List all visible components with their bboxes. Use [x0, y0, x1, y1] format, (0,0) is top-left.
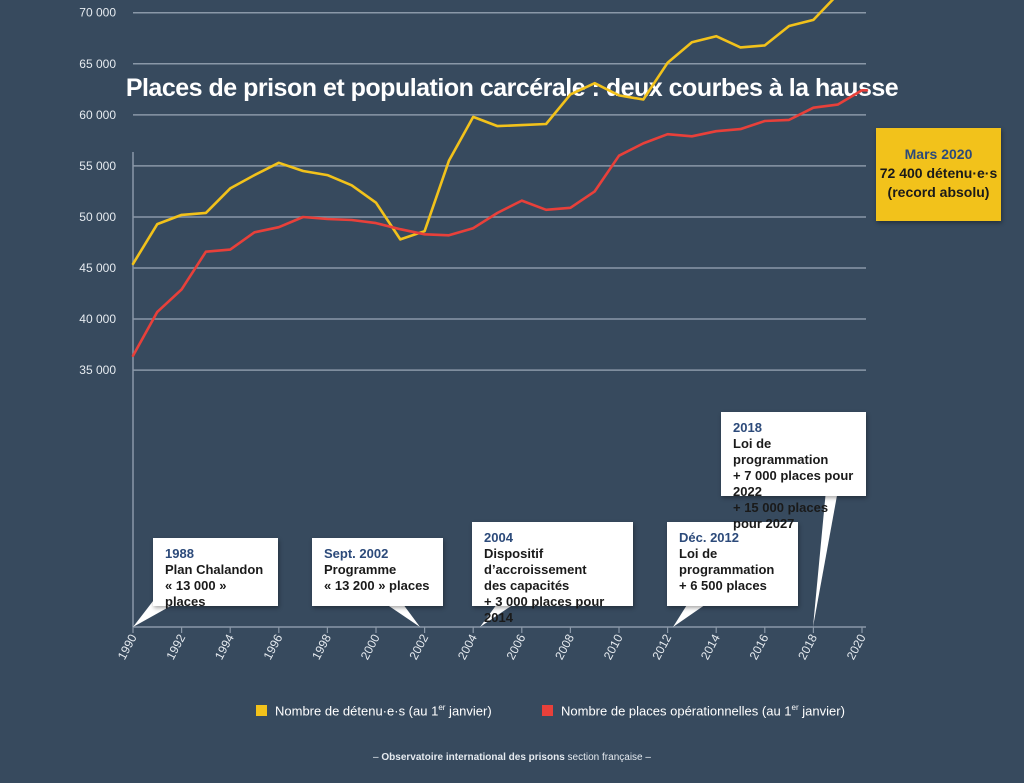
x-tick-2012: 2012 — [649, 632, 674, 662]
annotation-2018: 2018 Loi de programmation + 7 000 places… — [721, 412, 866, 531]
x-tick-1998: 1998 — [309, 632, 334, 662]
y-tick-70000: 70 000 — [79, 6, 116, 20]
annotation-2002-year: Sept. 2002 — [324, 546, 389, 561]
annotation-2002-line-2: « 13 200 » places — [324, 578, 430, 593]
series-detenus-line — [131, 0, 835, 266]
annotation-2018-year: 2018 — [733, 420, 762, 435]
chart-grid — [133, 11, 866, 371]
annotation-2012-line-1: Loi de — [679, 546, 718, 561]
legend-places-swatch — [542, 705, 553, 717]
x-tick-1996: 1996 — [261, 632, 286, 662]
y-tick-60000: 60 000 — [79, 108, 116, 122]
legend-detenus-swatch — [256, 705, 267, 717]
annotation-1988: 1988 Plan Chalandon « 13 000 » places — [153, 538, 278, 609]
annotation-2012: Déc. 2012 Loi de programmation + 6 500 p… — [667, 522, 798, 606]
annotation-2012-year: Déc. 2012 — [679, 530, 739, 545]
annotation-1988-line-1: Plan Chalandon — [165, 562, 264, 577]
series-places-line — [131, 89, 869, 358]
x-tick-labels: 1990 1992 1994 1996 1998 2000 2002 2004 2006 2008… — [115, 632, 869, 662]
x-tick-1990: 1990 — [115, 632, 140, 662]
record-year: Mars 2020 — [904, 146, 973, 162]
annotation-1988-year: 1988 — [165, 546, 194, 561]
y-tick-labels: 35 000 40 000 45 000 50 000 55 000 60 000 65 0… — [79, 6, 116, 377]
chart-title: Places de prison et population carcérale… — [125, 74, 899, 102]
annotation-2004-year: 2004 — [484, 530, 513, 545]
x-tick-2010: 2010 — [601, 632, 626, 662]
y-tick-65000: 65 000 — [79, 57, 116, 71]
footer-credit: – Observatoire international des prisons… — [373, 752, 651, 763]
annotation-2018-line-3: + 15 000 places pour 2027 — [733, 500, 829, 531]
x-tick-2008: 2008 — [552, 632, 577, 662]
x-tick-1992: 1992 — [163, 632, 188, 662]
y-tick-40000: 40 000 — [79, 312, 116, 326]
pointer-2002 — [380, 600, 420, 627]
annotation-2018-line-2: + 7 000 places pour 2022 — [733, 468, 854, 499]
x-tick-2014: 2014 — [698, 632, 723, 662]
pointer-2012 — [673, 600, 712, 627]
legend-places: Nombre de places opérationnelles (au 1er… — [542, 703, 845, 718]
chart-series — [131, 0, 869, 358]
annotation-2002-line-1: Programme — [324, 562, 397, 577]
y-tick-50000: 50 000 — [79, 210, 116, 224]
x-tick-2016: 2016 — [747, 632, 772, 662]
y-tick-35000: 35 000 — [79, 363, 116, 377]
y-tick-45000: 45 000 — [79, 261, 116, 275]
annotation-2018-line-1: Loi de programmation — [733, 436, 829, 467]
x-tick-2000: 2000 — [358, 632, 383, 662]
annotation-2004: 2004 Dispositif d’accroissement des capa… — [472, 522, 633, 625]
record-callout: Mars 2020 72 400 détenu·e·s (record abso… — [876, 128, 1001, 221]
record-line-1: 72 400 détenu·e·s — [879, 165, 998, 181]
annotation-2004-line-1: Dispositif d’accroissement — [484, 546, 587, 577]
legend-detenus: Nombre de détenu·e·s (au 1er janvier) — [256, 703, 492, 718]
annotation-2012-line-3: + 6 500 places — [679, 578, 767, 593]
x-tick-2002: 2002 — [406, 632, 431, 662]
line-chart: 35 000 40 000 45 000 50 000 55 000 60 000 65 0… — [79, 0, 869, 662]
x-tick-2020: 2020 — [844, 632, 869, 662]
x-tick-2004: 2004 — [455, 632, 480, 662]
legend-detenus-label: Nombre de détenu·e·s (au 1er janvier) — [275, 703, 492, 719]
pointer-2004 — [480, 600, 520, 627]
annotation-1988-line-2: « 13 000 » places — [165, 578, 227, 609]
x-tick-1994: 1994 — [212, 632, 237, 662]
x-tick-2006: 2006 — [504, 632, 529, 662]
annotation-2002: Sept. 2002 Programme « 13 200 » places — [312, 538, 443, 606]
chart-axes — [132, 152, 866, 633]
x-tick-2018: 2018 — [795, 632, 820, 662]
pointer-2018 — [813, 490, 838, 627]
annotation-2004-line-3: + 3 000 places pour 2014 — [484, 594, 605, 625]
legend-places-label: Nombre de places opérationnelles (au 1er… — [561, 703, 845, 719]
annotation-2012-line-2: programmation — [679, 562, 775, 577]
annotation-2004-line-2: des capacités — [484, 578, 570, 593]
y-tick-55000: 55 000 — [79, 159, 116, 173]
record-line-2: (record absolu) — [887, 184, 990, 200]
